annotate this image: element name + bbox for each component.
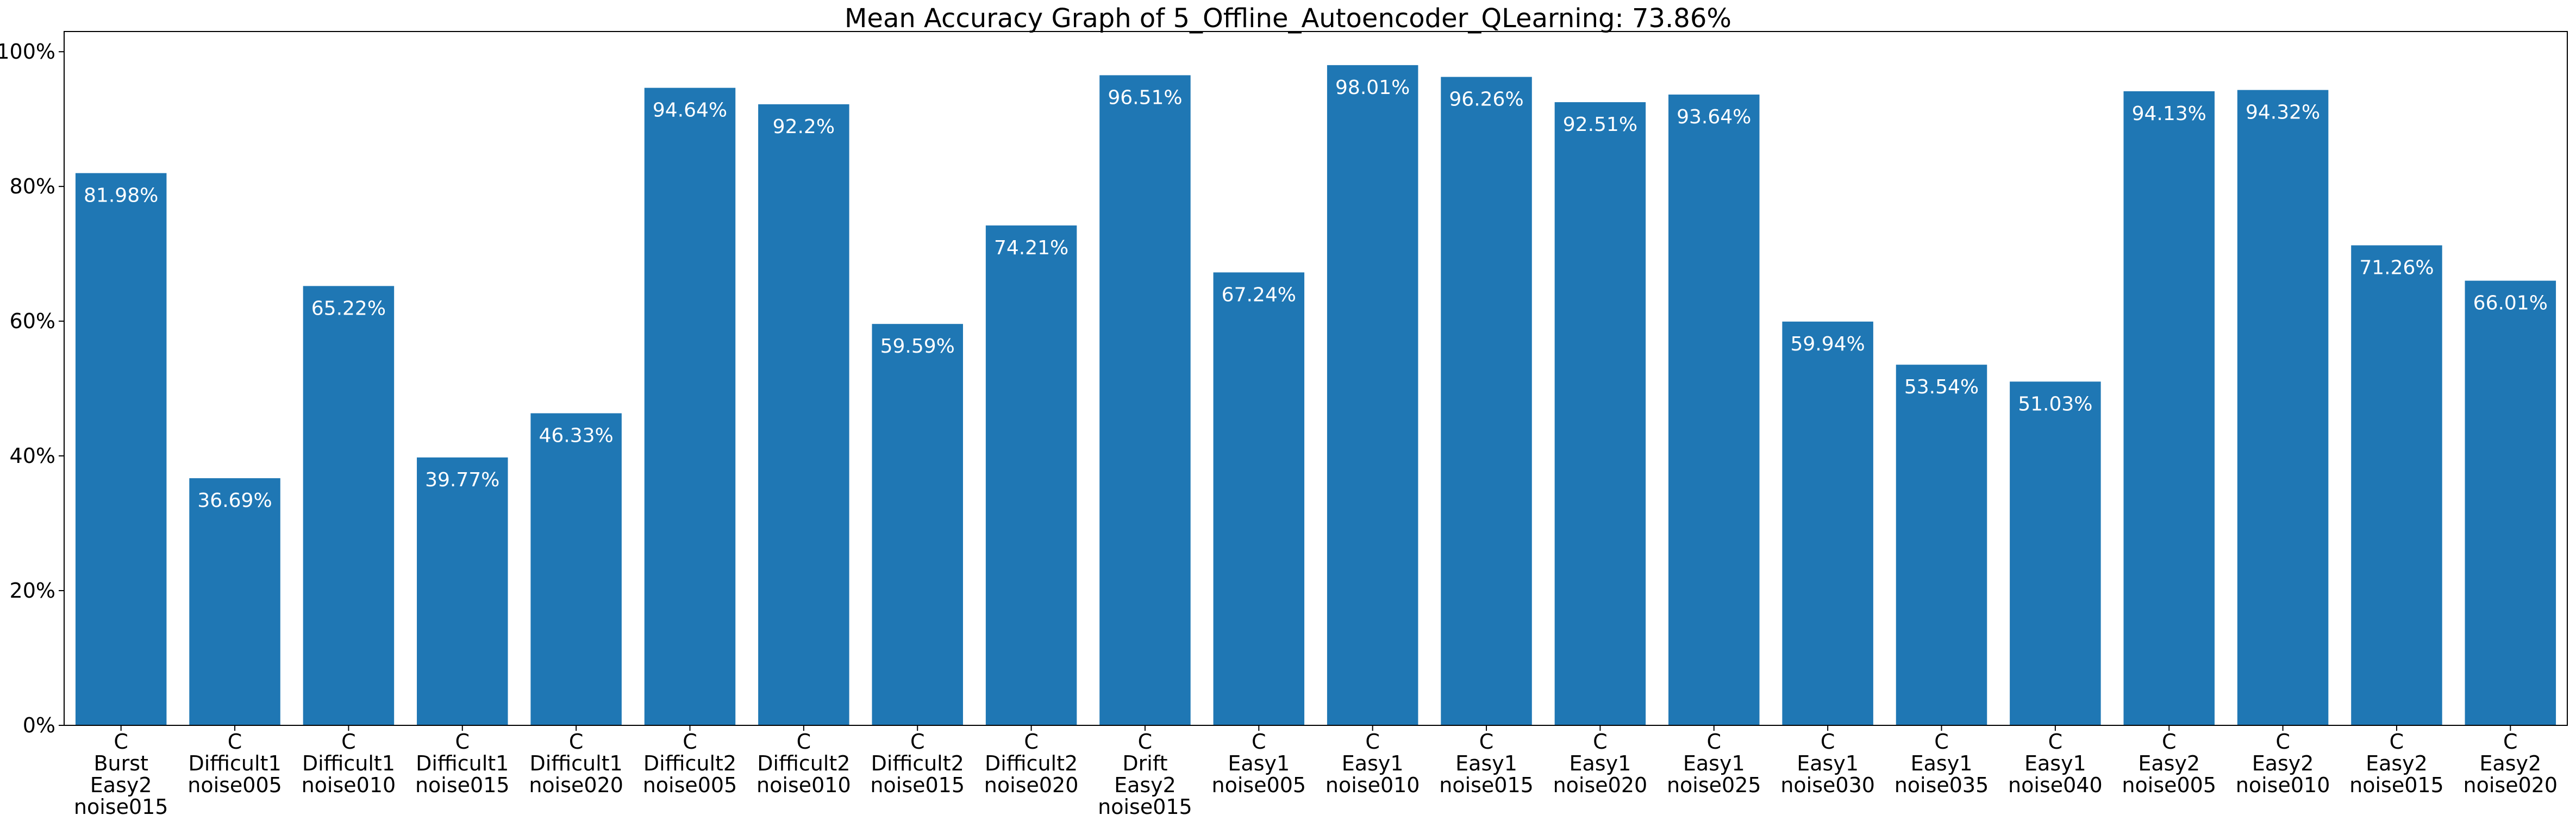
data-label: 94.64% bbox=[653, 99, 727, 122]
x-tick-label: C Easy2 noise010 bbox=[2236, 730, 2330, 797]
bar bbox=[1668, 95, 1760, 726]
data-label: 94.32% bbox=[2246, 102, 2320, 124]
y-tick-label: 80% bbox=[10, 174, 55, 198]
data-labels: 81.98% 36.69% 65.22% 39.77% 46.33% 94.64% 92.2… bbox=[84, 77, 2548, 512]
bar bbox=[417, 457, 508, 725]
data-label: 46.33% bbox=[539, 425, 613, 447]
data-label: 39.77% bbox=[425, 469, 499, 491]
bar bbox=[2237, 90, 2329, 726]
data-label: 67.24% bbox=[1222, 284, 1296, 306]
data-label: 65.22% bbox=[311, 297, 386, 319]
bar bbox=[644, 87, 736, 726]
plot-frame bbox=[64, 31, 2568, 726]
bar bbox=[189, 478, 280, 725]
bar bbox=[1099, 75, 1191, 726]
data-label: 53.54% bbox=[1904, 376, 1979, 398]
x-tick-label: C Easy2 noise005 bbox=[2122, 730, 2216, 797]
chart-title: Mean Accuracy Graph of 5_Offline_Autoenc… bbox=[845, 3, 1731, 34]
bar bbox=[530, 413, 622, 725]
y-axis: 0% 20% 40% 60% 80% 100% bbox=[0, 40, 64, 737]
data-label: 71.26% bbox=[2359, 257, 2434, 279]
x-tick-label: C Difficult1 noise015 bbox=[415, 730, 510, 797]
bar bbox=[2351, 245, 2442, 725]
data-label: 74.21% bbox=[994, 237, 1068, 259]
bar bbox=[303, 286, 395, 725]
data-label: 94.13% bbox=[2132, 103, 2206, 125]
bar bbox=[1554, 102, 1646, 725]
y-tick-label: 0% bbox=[23, 713, 55, 737]
bar bbox=[758, 104, 849, 725]
data-label: 92.2% bbox=[773, 116, 835, 138]
x-tick-label: C Easy2 noise020 bbox=[2464, 730, 2558, 797]
x-axis: C Burst Easy2 noise015 C Difficult1 noise005 C D… bbox=[74, 725, 2558, 815]
x-tick-label: C Difficult2 noise005 bbox=[643, 730, 737, 797]
bar bbox=[2010, 381, 2101, 725]
data-label: 66.01% bbox=[2473, 292, 2548, 315]
y-tick-label: 20% bbox=[10, 579, 55, 603]
x-tick-label: C Easy1 noise035 bbox=[1895, 730, 1989, 797]
x-tick-label: C Easy1 noise015 bbox=[1439, 730, 1534, 797]
bar bbox=[1441, 77, 1532, 726]
y-tick-label: 60% bbox=[10, 309, 55, 333]
x-tick-label: C Easy1 noise020 bbox=[1553, 730, 1648, 797]
data-label: 59.94% bbox=[1790, 333, 1865, 355]
x-tick-label: C Difficult1 noise005 bbox=[187, 730, 282, 797]
bar bbox=[2465, 280, 2556, 725]
x-tick-label: C Difficult2 noise015 bbox=[870, 730, 965, 797]
x-tick-label: C Difficult1 noise010 bbox=[302, 730, 396, 797]
x-tick-label: C Easy1 noise025 bbox=[1667, 730, 1761, 797]
bar bbox=[1213, 272, 1305, 725]
data-label: 96.26% bbox=[1449, 89, 1523, 111]
x-tick-label: C Difficult2 noise020 bbox=[984, 730, 1079, 797]
bar bbox=[1896, 365, 1987, 725]
data-label: 92.51% bbox=[1563, 114, 1637, 136]
x-tick-label: C Easy1 noise005 bbox=[1212, 730, 1306, 797]
data-label: 93.64% bbox=[1677, 106, 1751, 128]
data-label: 36.69% bbox=[197, 490, 272, 512]
x-tick-label: C Easy1 noise040 bbox=[2008, 730, 2103, 797]
data-label: 51.03% bbox=[2018, 393, 2092, 415]
bar bbox=[1782, 321, 1873, 725]
data-label: 98.01% bbox=[1335, 77, 1410, 99]
x-tick-label: C Burst Easy2 noise015 bbox=[74, 730, 168, 815]
bar bbox=[1327, 65, 1418, 725]
y-tick-label: 100% bbox=[0, 40, 55, 64]
data-label: 81.98% bbox=[84, 185, 158, 207]
data-label: 96.51% bbox=[1108, 86, 1182, 109]
x-tick-label: C Easy2 noise015 bbox=[2349, 730, 2444, 797]
y-tick-label: 40% bbox=[10, 444, 55, 468]
data-label: 59.59% bbox=[880, 335, 955, 358]
bars bbox=[75, 65, 2556, 726]
x-tick-label: C Difficult1 noise020 bbox=[529, 730, 623, 797]
x-tick-label: C Easy1 noise010 bbox=[1325, 730, 1420, 797]
x-tick-label: C Difficult2 noise010 bbox=[756, 730, 851, 797]
x-tick-label: C Drift Easy2 noise015 bbox=[1098, 730, 1192, 815]
x-tick-label: C Easy1 noise030 bbox=[1780, 730, 1875, 797]
bar bbox=[872, 324, 963, 725]
bar bbox=[985, 225, 1077, 726]
bar bbox=[2123, 91, 2215, 725]
bar bbox=[75, 173, 167, 725]
